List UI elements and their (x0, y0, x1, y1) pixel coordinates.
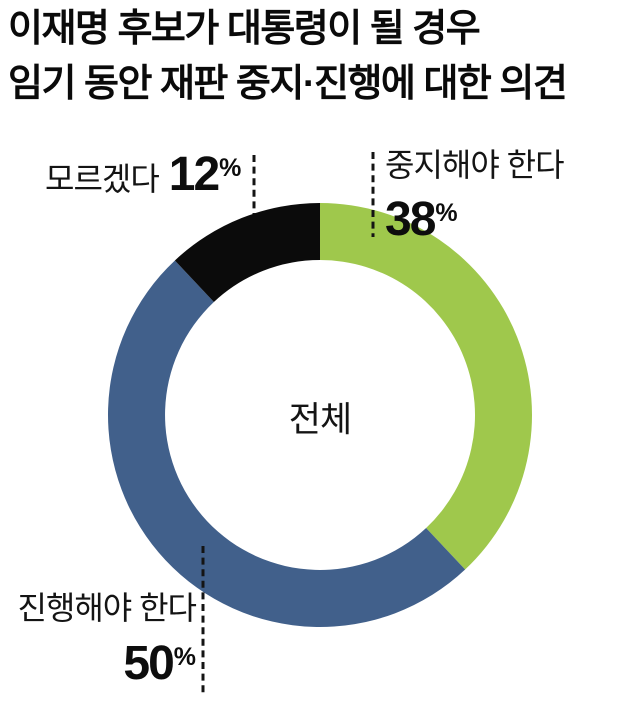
label-dontknow-unit: % (219, 154, 242, 182)
donut-center-label: 전체 (288, 400, 352, 440)
donut-segments (108, 203, 532, 627)
label-dontknow-value: 12 (168, 148, 220, 201)
chart-title: 이재명 후보가 대통령이 될 경우 임기 동안 재판 중지·진행에 대한 의견 (8, 2, 568, 112)
label-proceed-unit: % (173, 643, 196, 671)
label-proceed-value: 50 (123, 637, 174, 690)
chart-title-line1: 이재명 후보가 대통령이 될 경우 (8, 8, 481, 50)
label-dontknow-text: 모르겠다 (45, 161, 160, 197)
chart-title-line2: 임기 동안 재판 중지·진행에 대한 의견 (8, 63, 568, 105)
label-stop-unit: % (435, 199, 458, 227)
label-proceed-text: 진행해야 한다 (17, 590, 197, 626)
label-proceed: 진행해야 한다 50% (17, 589, 197, 701)
label-stop-value: 38 (385, 193, 436, 246)
donut-segment-2 (174, 203, 320, 303)
label-dontknow: 모르겠다 12% (45, 144, 241, 210)
label-stop: 중지해야 한다 38% (385, 146, 565, 257)
donut-segment-0 (320, 203, 532, 570)
donut-segment-1 (108, 260, 466, 627)
label-stop-text: 중지해야 한다 (385, 147, 565, 183)
